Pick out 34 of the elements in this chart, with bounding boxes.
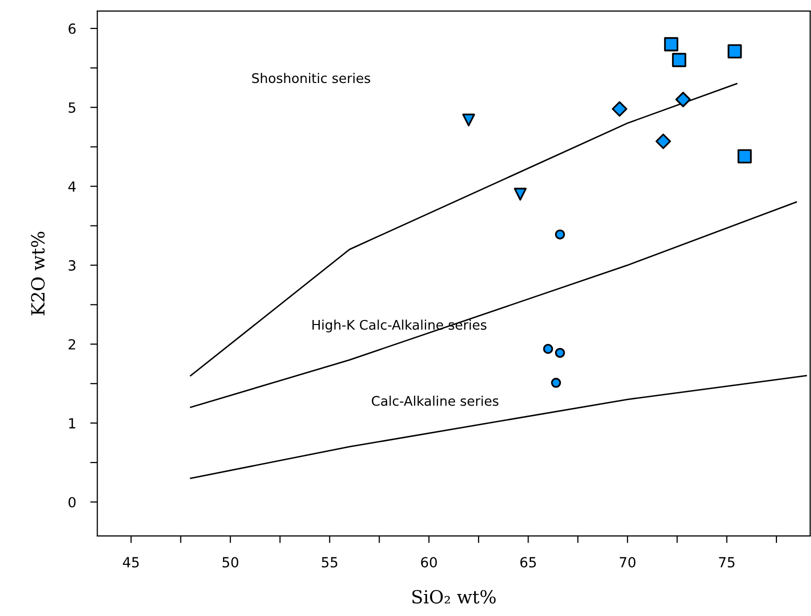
y-tick-label: 3 bbox=[68, 260, 76, 271]
x-tick-label: 70 bbox=[620, 557, 636, 568]
annotation: Shoshonitic series bbox=[252, 72, 370, 84]
y-tick-label: 6 bbox=[68, 23, 76, 34]
line-series bbox=[190, 83, 738, 376]
x-axis-title: SiO₂ wt% bbox=[412, 590, 496, 604]
point bbox=[728, 44, 742, 58]
point bbox=[675, 92, 691, 108]
x-tick-label: 60 bbox=[421, 557, 437, 568]
line-series bbox=[190, 201, 797, 408]
point bbox=[543, 344, 554, 354]
line-series bbox=[190, 375, 807, 479]
x-tick-label: 65 bbox=[520, 557, 536, 568]
point bbox=[514, 188, 527, 201]
point bbox=[554, 348, 565, 358]
y-tick-label: 5 bbox=[68, 102, 76, 113]
x-tick-label: 50 bbox=[222, 557, 238, 568]
y-tick-label: 0 bbox=[68, 496, 76, 508]
y-tick-label: 4 bbox=[68, 181, 76, 192]
annotation: Calc-Alkaline series bbox=[372, 396, 498, 406]
x-tick-label: 45 bbox=[122, 557, 139, 568]
point bbox=[462, 114, 476, 126]
y-axis-title: K2O wt% bbox=[31, 232, 45, 316]
point bbox=[612, 101, 628, 117]
point bbox=[672, 52, 686, 68]
point bbox=[656, 134, 671, 150]
point bbox=[738, 149, 752, 164]
point bbox=[551, 378, 562, 388]
x-tick-label: 55 bbox=[322, 557, 338, 568]
point bbox=[664, 37, 678, 52]
point bbox=[554, 229, 565, 240]
x-tick-label: 75 bbox=[719, 557, 734, 568]
y-tick-label: 2 bbox=[68, 339, 76, 350]
y-tick-label: 1 bbox=[69, 418, 76, 428]
